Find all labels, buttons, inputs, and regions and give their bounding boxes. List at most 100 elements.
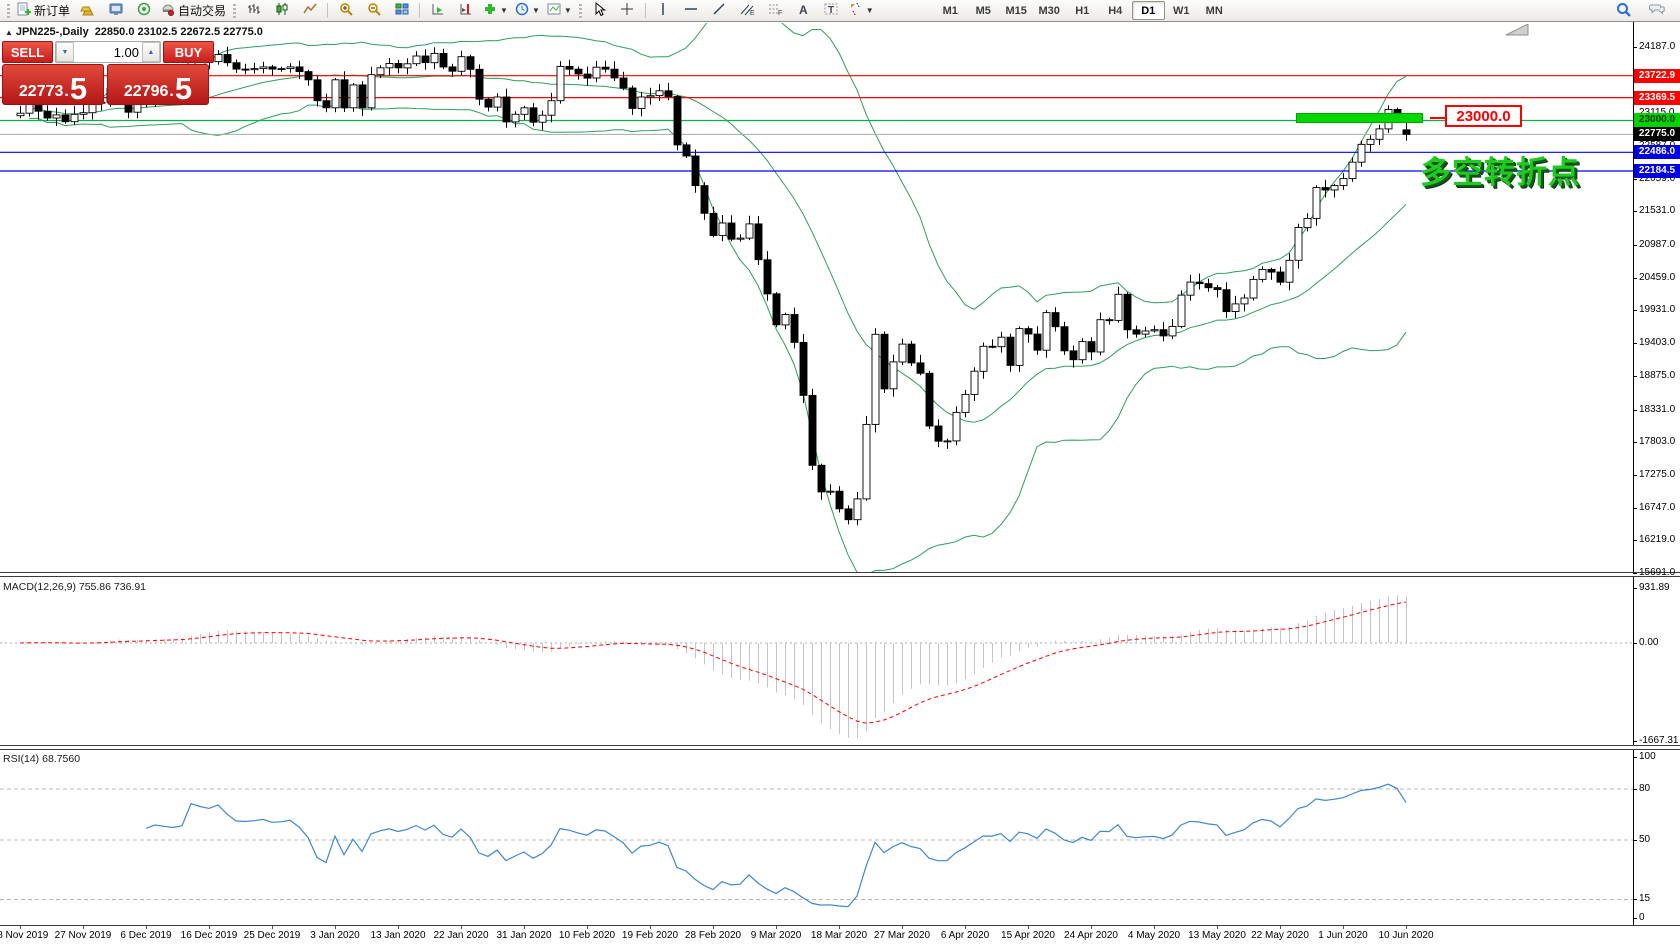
timeframe-button-m30[interactable]: M30: [1038, 4, 1060, 17]
date-label: 3 Jan 2020: [310, 930, 360, 941]
bollinger-band-line: [28, 23, 1407, 310]
price-tick-mark: [1633, 376, 1637, 377]
panel-separator[interactable]: [0, 745, 1680, 750]
candlestick-chart-button[interactable]: [268, 0, 295, 21]
date-label: 6 Apr 2020: [940, 930, 990, 941]
trendline-icon: [712, 2, 726, 19]
search-button[interactable]: [1610, 0, 1637, 21]
vertical-line-button[interactable]: [650, 0, 677, 21]
date-label: 13 May 2020: [1188, 930, 1246, 941]
macd-label: MACD(12,26,9) 755.86 736.91: [3, 581, 147, 593]
auto-trading-label: 自动交易: [178, 4, 227, 18]
volume-decrease-button[interactable]: ▼: [56, 42, 74, 62]
volume-increase-button[interactable]: ▲: [142, 42, 160, 62]
rsi-line: [145, 783, 1407, 908]
date-tick-mark: [1280, 926, 1281, 929]
date-tick-mark: [713, 926, 714, 929]
timeframe-button-m15[interactable]: M15: [1005, 4, 1027, 17]
date-label: 18 Mar 2020: [810, 930, 868, 941]
sell-button[interactable]: SELL: [2, 41, 53, 63]
add-indicator-button[interactable]: ▼: [480, 0, 511, 21]
trendline-button[interactable]: [706, 0, 733, 21]
new-order-button[interactable]: 新订单: [14, 0, 73, 21]
level-price-badge: 23722.9: [1634, 68, 1680, 83]
price-tick-label: 16747.0: [1639, 501, 1676, 513]
template-button[interactable]: ▼: [544, 0, 575, 21]
sell-price-button[interactable]: 22773. 5: [2, 64, 104, 105]
timeframe-button-w1[interactable]: W1: [1172, 4, 1190, 17]
svg-text:E: E: [750, 10, 755, 16]
signal-button[interactable]: [130, 0, 157, 21]
level-price-badge: 23000.0: [1634, 113, 1680, 128]
timeframe-button-mn[interactable]: MN: [1205, 4, 1223, 17]
text-label-button[interactable]: T: [818, 0, 845, 21]
zoom-out-button[interactable]: [360, 0, 387, 21]
auto-trading-button[interactable]: 自动交易: [158, 0, 229, 21]
timeframe-button-m5[interactable]: M5: [975, 4, 991, 17]
text-button[interactable]: A: [790, 0, 817, 21]
market-watch-button[interactable]: [102, 0, 129, 21]
chart-ohlc-values: 22850.0 23102.5 22672.5 22775.0: [94, 26, 263, 38]
chart-canvas[interactable]: [0, 22, 1680, 925]
arrows-button[interactable]: ▼: [846, 0, 877, 21]
timeframe-button-m1[interactable]: M1: [942, 4, 958, 17]
date-label: 19 Feb 2020: [621, 930, 679, 941]
line-chart-button[interactable]: [296, 0, 323, 21]
chevron-down-icon: ▼: [563, 5, 572, 15]
zoom-in-icon: [339, 2, 353, 19]
channel-button[interactable]: E: [734, 0, 761, 21]
time-axis[interactable]: 18 Nov 2019 27 Nov 2019 6 Dec 2019 16 Dec 2…: [0, 925, 1680, 946]
text-icon: A: [796, 2, 810, 19]
rsi-axis-label: 0: [1639, 912, 1645, 923]
buy-button[interactable]: BUY: [163, 41, 214, 63]
chat-button[interactable]: [1643, 0, 1670, 21]
toolbar: 新订单 自动交易: [0, 0, 1680, 22]
horizontal-line-button[interactable]: [678, 0, 705, 21]
bar-chart-icon: [247, 2, 261, 19]
price-tick-mark: [1633, 179, 1637, 180]
chart-shift-marker[interactable]: [1504, 24, 1532, 38]
price-tick-label: 19931.0: [1639, 304, 1676, 316]
date-tick-mark: [524, 926, 525, 929]
level-price-badge: 22184.5: [1634, 163, 1680, 178]
panel-separator[interactable]: [0, 572, 1680, 577]
price-big-digit: 5: [69, 71, 88, 106]
auto-trading-icon: [161, 2, 175, 19]
toolbar-grip[interactable]: [7, 3, 10, 18]
periods-button[interactable]: ▼: [512, 0, 543, 21]
gold-button[interactable]: [74, 0, 101, 21]
highlight-zone-23000[interactable]: [1296, 113, 1423, 123]
level-label-23000[interactable]: 23000.0: [1445, 105, 1522, 127]
fibonacci-button[interactable]: F: [762, 0, 789, 21]
price-tick-label: 20987.0: [1639, 239, 1676, 251]
tile-windows-button[interactable]: [388, 0, 415, 21]
auto-scroll-icon: [431, 2, 445, 19]
cursor-button[interactable]: [586, 0, 613, 21]
rsi-axis-label: 15: [1639, 893, 1651, 904]
date-label: 22 Jan 2020: [433, 930, 489, 941]
horizontal-line-icon: [684, 2, 698, 19]
date-tick-mark: [650, 926, 651, 929]
date-tick-mark: [83, 926, 84, 929]
date-label: 9 Mar 2020: [750, 930, 802, 941]
toolbar-grip[interactable]: [233, 3, 237, 18]
date-tick-mark: [146, 926, 147, 929]
rsi-tick-mark: [1633, 757, 1637, 758]
annotation-note[interactable]: 多空转折点: [1420, 155, 1580, 190]
timeframe-button-h4[interactable]: H4: [1108, 4, 1123, 17]
crosshair-button[interactable]: [614, 0, 641, 21]
auto-scroll-button[interactable]: [424, 0, 451, 21]
timeframe-button-h1[interactable]: H1: [1075, 4, 1090, 17]
bar-chart-button[interactable]: [240, 0, 267, 21]
price-tick-mark: [1633, 343, 1637, 344]
fibonacci-icon: F: [768, 2, 783, 19]
price-tick-mark: [1633, 410, 1637, 411]
timeframe-button-d1[interactable]: D1: [1131, 1, 1165, 20]
chart-shift-button[interactable]: [452, 0, 479, 21]
buy-price-button[interactable]: 22796. 5: [107, 64, 209, 105]
zoom-in-button[interactable]: [332, 0, 359, 21]
toolbar-grip[interactable]: [578, 3, 582, 18]
cursor-icon: [592, 1, 607, 19]
volume-input[interactable]: 1.00: [113, 44, 139, 60]
price-tick-label: 17275.0: [1639, 468, 1676, 480]
